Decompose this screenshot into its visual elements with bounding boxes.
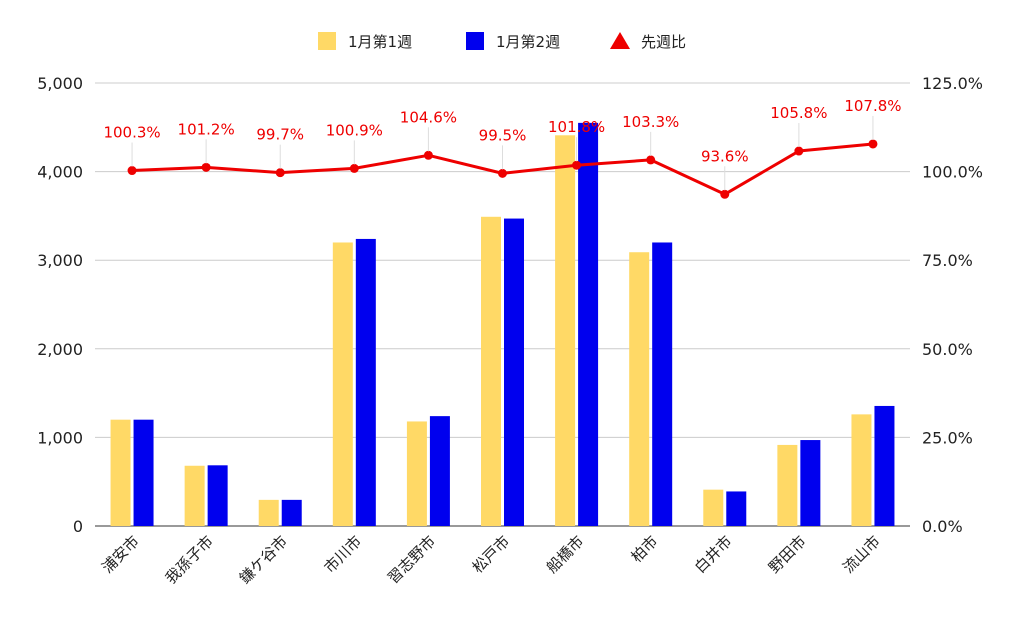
right-tick-label: 0.0% xyxy=(922,517,963,536)
bar-week2 xyxy=(207,465,228,526)
bar-week2 xyxy=(429,416,450,526)
bars xyxy=(110,122,895,527)
ratio-data-label: 104.6% xyxy=(400,108,457,126)
bar-week2 xyxy=(133,419,154,526)
category-label: 野田市 xyxy=(765,532,810,577)
ratio-data-label: 99.5% xyxy=(479,126,527,144)
ratio-point xyxy=(572,160,582,170)
ratio-data-label: 107.8% xyxy=(844,97,901,115)
left-tick-label: 4,000 xyxy=(37,163,83,182)
category-label: 我孫子市 xyxy=(162,532,217,587)
legend-triangle-icon xyxy=(610,32,630,49)
ratio-point xyxy=(423,150,433,160)
ratio-data-label: 100.3% xyxy=(103,124,160,142)
legend-item: 1月第2週 xyxy=(466,32,560,51)
ratio-data-label: 101.8% xyxy=(548,118,605,136)
ratio-labels: 100.3% 101.2% 99.7% 100.9% 104.6% 99.5% 101.8%… xyxy=(103,97,902,191)
ratio-point xyxy=(349,163,359,173)
ratio-point xyxy=(720,189,730,199)
category-label: 柏市 xyxy=(628,532,662,566)
right-axis: 0.0% 25.0% 50.0% 75.0% 100.0% 125.0% xyxy=(922,74,983,536)
legend: 1月第1週 1月第2週 先週比 xyxy=(318,32,686,51)
right-tick-label: 100.0% xyxy=(922,163,983,182)
bar-week1 xyxy=(332,242,353,527)
category-label: 流山市 xyxy=(839,532,884,577)
category-label: 白井市 xyxy=(691,532,736,577)
bar-week2 xyxy=(578,122,599,527)
bar-week2 xyxy=(281,499,302,526)
right-tick-label: 125.0% xyxy=(922,74,983,93)
ratio-point xyxy=(794,146,804,156)
category-label: 浦安市 xyxy=(98,532,143,577)
bar-week1 xyxy=(406,421,427,526)
category-label: 松戸市 xyxy=(469,532,514,577)
ratio-line xyxy=(127,139,878,199)
left-tick-label: 1,000 xyxy=(37,428,83,447)
legend-swatch xyxy=(318,32,336,50)
bar-week2 xyxy=(800,440,821,526)
ratio-data-label: 100.9% xyxy=(326,121,383,139)
right-tick-label: 75.0% xyxy=(922,251,973,270)
category-label: 船橋市 xyxy=(543,532,588,577)
bar-week1 xyxy=(184,465,205,526)
ratio-point xyxy=(127,166,137,176)
ratio-point xyxy=(498,168,507,178)
right-tick-label: 50.0% xyxy=(922,340,973,359)
category-label: 習志野市 xyxy=(384,532,439,587)
bar-week1 xyxy=(629,252,650,526)
left-tick-label: 0 xyxy=(73,517,83,536)
x-axis-categories: 浦安市 我孫子市 鎌ケ谷市 市川市 習志野市 松戸市 船橋市 柏市 白井市 野田市 流山市 xyxy=(98,532,883,587)
left-tick-label: 5,000 xyxy=(37,74,83,93)
bar-week2 xyxy=(355,238,376,526)
ratio-data-label: 105.8% xyxy=(770,104,827,122)
ratio-point xyxy=(868,139,878,149)
legend-label: 先週比 xyxy=(641,33,686,51)
bar-week2 xyxy=(726,491,747,526)
ratio-point xyxy=(646,155,656,165)
ratio-data-label: 101.2% xyxy=(178,120,235,138)
category-label: 市川市 xyxy=(321,532,366,577)
legend-item: 先週比 xyxy=(610,32,686,51)
bar-week2 xyxy=(874,405,895,526)
legend-label: 1月第2週 xyxy=(496,33,560,51)
ratio-point xyxy=(201,162,211,172)
left-axis: 0 1,000 2,000 3,000 4,000 5,000 xyxy=(37,74,83,536)
bar-week1 xyxy=(258,499,279,526)
ratio-data-label: 99.7% xyxy=(256,126,304,144)
left-tick-label: 3,000 xyxy=(37,251,83,270)
bar-week1 xyxy=(481,216,501,526)
bar-week1 xyxy=(555,135,576,527)
bar-week1 xyxy=(703,489,724,526)
bar-week1 xyxy=(110,419,131,526)
bar-week1 xyxy=(777,444,798,526)
bar-week2 xyxy=(652,242,673,527)
ratio-point xyxy=(275,168,285,178)
bar-week2 xyxy=(504,218,524,527)
legend-item: 1月第1週 xyxy=(318,32,412,51)
legend-label: 1月第1週 xyxy=(348,33,412,51)
legend-swatch xyxy=(466,32,484,50)
ratio-data-label: 103.3% xyxy=(622,113,679,131)
left-tick-label: 2,000 xyxy=(37,340,83,359)
right-tick-label: 25.0% xyxy=(922,428,973,447)
bar-week1 xyxy=(851,414,872,526)
ratio-data-label: 93.6% xyxy=(701,147,749,165)
category-label: 鎌ケ谷市 xyxy=(236,532,291,587)
